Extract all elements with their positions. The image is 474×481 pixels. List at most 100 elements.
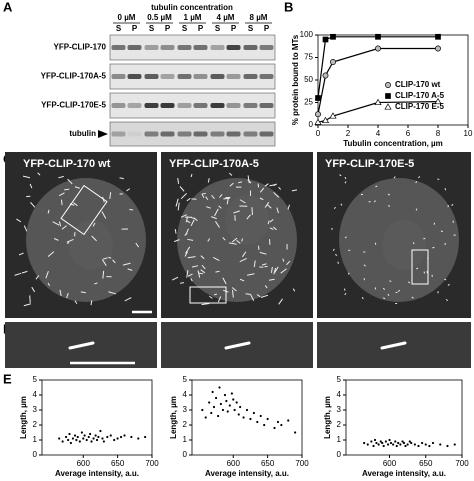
x-tick-label: 2 — [346, 129, 351, 138]
lane-label: P — [264, 24, 270, 33]
data-point — [116, 437, 119, 440]
lane-label: S — [182, 24, 188, 33]
comet — [186, 270, 189, 278]
data-point — [386, 443, 390, 446]
roi — [60, 184, 108, 236]
data-point — [242, 416, 245, 419]
x-tick-label: 4 — [376, 129, 381, 138]
data-point — [256, 420, 259, 424]
x-tick-label: 0 — [316, 129, 321, 138]
comet — [259, 187, 265, 193]
concentration-label: 1 µM — [184, 13, 202, 22]
data-point — [266, 417, 269, 421]
data-point — [417, 444, 420, 448]
data-point — [83, 434, 86, 437]
comet — [119, 177, 124, 180]
comet — [416, 267, 419, 270]
comet — [205, 196, 209, 201]
comet — [211, 194, 215, 200]
comet — [73, 202, 78, 207]
comet — [191, 265, 199, 268]
band — [111, 74, 126, 79]
image-label: YFP-CLIP-170A-5 — [169, 158, 259, 170]
data-point — [379, 440, 382, 443]
comet — [374, 200, 376, 203]
data-point — [424, 443, 427, 446]
data-point — [395, 444, 398, 448]
comet — [207, 178, 210, 183]
comet — [60, 199, 63, 206]
band — [160, 131, 175, 137]
comet — [423, 237, 426, 240]
y-tick-label: 5 — [33, 375, 38, 384]
comet — [337, 261, 339, 264]
data-point — [273, 426, 276, 430]
row-label: tubulin — [69, 129, 96, 138]
y-tick-label: 0 — [337, 450, 342, 459]
band — [177, 74, 192, 79]
comet — [447, 283, 450, 286]
comet — [393, 176, 396, 179]
comet — [58, 175, 64, 179]
y-tick-label: 2 — [183, 420, 188, 429]
x-tick-label: 700 — [145, 459, 159, 468]
data-point — [399, 443, 402, 446]
data-point — [428, 444, 431, 448]
data-point — [280, 423, 283, 427]
data-point — [330, 59, 336, 65]
data-point — [294, 431, 297, 434]
comet — [418, 176, 421, 179]
comet — [440, 230, 444, 233]
comet — [261, 263, 267, 266]
comet — [29, 295, 31, 303]
arrow — [98, 130, 108, 138]
comet — [270, 266, 273, 273]
y-tick-label: 50 — [304, 75, 313, 84]
comet — [173, 239, 180, 243]
comet — [269, 227, 274, 230]
legend-label: CLIP-170 wt — [395, 80, 441, 89]
band — [243, 45, 258, 50]
data-point — [225, 399, 228, 403]
comet — [382, 287, 386, 290]
y-tick-label: 0 — [309, 120, 314, 129]
legend-marker — [385, 93, 391, 99]
comet — [408, 281, 411, 284]
data-point — [76, 435, 79, 439]
band — [160, 74, 175, 79]
comet — [224, 341, 251, 350]
comet — [239, 257, 247, 263]
data-point — [106, 435, 109, 439]
comet — [231, 237, 238, 243]
comet — [16, 218, 22, 223]
comet — [387, 193, 391, 196]
y-tick-label: 2 — [33, 420, 38, 429]
comet — [445, 299, 448, 301]
data-point — [370, 440, 373, 443]
plot-frame — [345, 379, 463, 456]
comet — [246, 273, 255, 276]
comet — [200, 255, 205, 260]
data-point — [406, 443, 409, 446]
data-point — [330, 33, 336, 40]
comet — [101, 211, 107, 219]
comet — [249, 293, 255, 301]
band — [259, 74, 274, 79]
data-point — [75, 438, 78, 442]
comet — [375, 185, 378, 188]
data-point — [232, 398, 235, 401]
comet — [22, 175, 31, 179]
comet — [339, 174, 342, 177]
band — [177, 103, 192, 108]
comet — [80, 291, 86, 294]
band — [243, 74, 258, 79]
comet — [127, 268, 133, 271]
comet — [229, 172, 233, 176]
plot-frame — [41, 379, 153, 456]
comet — [202, 192, 206, 195]
comet — [273, 267, 277, 275]
comet — [201, 303, 210, 306]
comet — [330, 228, 334, 230]
x-axis-label: Average intensity, a.u. — [205, 469, 289, 478]
comet — [361, 297, 364, 300]
